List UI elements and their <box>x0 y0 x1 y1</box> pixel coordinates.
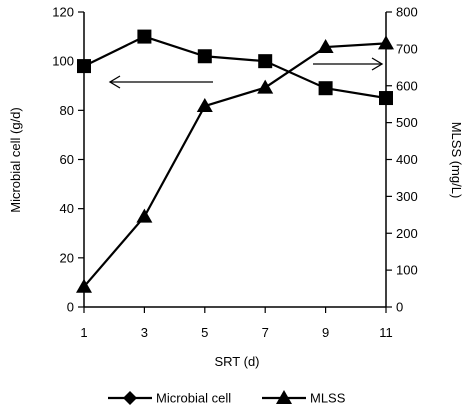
x-axis-label: SRT (d) <box>214 354 259 369</box>
chart-marks <box>76 29 394 293</box>
mlss-point <box>257 79 274 94</box>
arrow-right-head <box>371 57 384 71</box>
microbial-cell-point <box>258 54 273 69</box>
x-tick-label: 1 <box>80 325 87 340</box>
mlss-point <box>196 98 213 113</box>
microbial-cell-point <box>379 91 393 106</box>
mlss-line <box>83 42 387 288</box>
legend-microbial-cell-label: Microbial cell <box>156 391 231 406</box>
x-tick-label: 7 <box>262 325 269 340</box>
legend: Microbial cell MLSS <box>108 390 346 406</box>
y-right-tick-label: 500 <box>396 115 418 130</box>
x-tick-label: 9 <box>322 325 329 340</box>
y-left-tick-label: 80 <box>60 103 74 118</box>
y-right-tick-label: 800 <box>396 5 418 20</box>
y-left-tick-label: 0 <box>67 300 74 315</box>
microbial-cell-line <box>83 35 387 100</box>
y-axis-left-label: Microbial cell (g/d) <box>8 107 23 212</box>
x-tick-label: 3 <box>141 325 148 340</box>
legend-mlss-marker <box>276 390 292 404</box>
x-tick-label: 5 <box>201 325 208 340</box>
y-left-tick-label: 100 <box>52 54 74 69</box>
microbial-cell-point <box>197 49 212 64</box>
mlss-point <box>317 39 334 54</box>
y-left-tick-label: 60 <box>60 152 74 167</box>
microbial-cell-point <box>137 29 152 44</box>
axes: 0 20 40 60 80 100 120 0 100 200 300 400 500 600 700 800… <box>52 5 417 341</box>
y-axis-right-label: MLSS (mg/L) <box>449 122 464 199</box>
mlss-point <box>378 35 394 50</box>
legend-microbial-cell-marker <box>123 391 137 405</box>
arrow-left-head <box>108 75 121 89</box>
y-right-tick-label: 0 <box>396 300 403 315</box>
y-right-tick-label: 300 <box>396 189 418 204</box>
x-tick-label: 11 <box>379 325 393 340</box>
y-right-tick-label: 100 <box>396 263 418 278</box>
microbial-cell-point <box>77 59 91 74</box>
y-left-tick-label: 40 <box>60 201 74 216</box>
microbial-cell-point <box>318 81 333 96</box>
y-right-tick-label: 700 <box>396 41 418 56</box>
y-left-tick-label: 120 <box>52 5 74 20</box>
mlss-point <box>136 208 153 223</box>
legend-mlss-label: MLSS <box>310 391 346 406</box>
y-right-tick-label: 200 <box>396 226 418 241</box>
annotations <box>108 57 384 89</box>
y-right-tick-label: 400 <box>396 152 418 167</box>
mlss-point <box>76 278 92 293</box>
y-left-tick-label: 20 <box>60 250 74 265</box>
y-right-tick-label: 600 <box>396 78 418 93</box>
